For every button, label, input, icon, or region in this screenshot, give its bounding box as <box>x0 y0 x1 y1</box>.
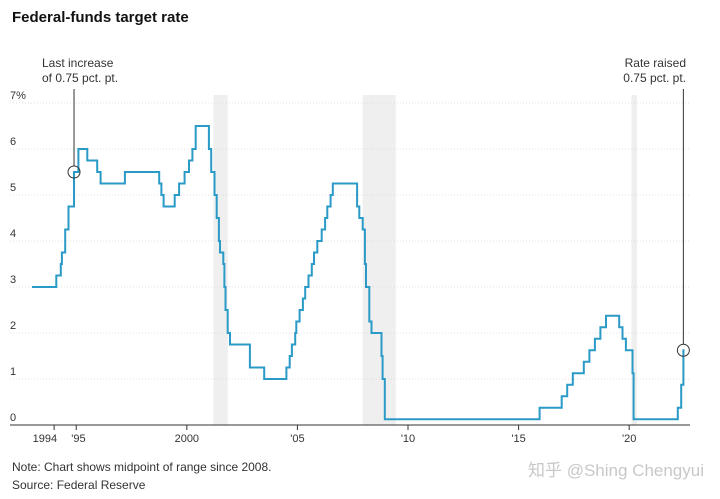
x-tick-label-2010: '10 <box>401 433 415 445</box>
annotation-0-line-0: Last increase <box>42 56 114 70</box>
grid-lines <box>10 102 690 426</box>
y-tick-label-4: 4 <box>10 228 16 240</box>
y-tick-label-0: 0 <box>10 412 16 424</box>
chart-note: Note: Chart shows midpoint of range sinc… <box>12 460 272 474</box>
x-tick-label-2005: '05 <box>290 433 304 445</box>
recession-band-1 <box>362 95 396 425</box>
watermark: 知乎 @Shing Chengyui <box>527 461 704 480</box>
y-tick-label-5: 5 <box>10 182 16 194</box>
y-tick-label-2: 2 <box>10 320 16 332</box>
y-tick-label-3: 3 <box>10 274 16 286</box>
chart-source: Source: Federal Reserve <box>12 478 146 492</box>
y-tick-label-6: 6 <box>10 136 16 148</box>
x-tick-label-2020: '20 <box>622 433 636 445</box>
recession-band-2 <box>631 95 637 425</box>
series-line <box>32 125 685 421</box>
annotation-0-line-1: of 0.75 pct. pt. <box>42 71 118 85</box>
annotation-1-line-1: 0.75 pct. pt. <box>623 71 686 85</box>
rate-line <box>32 125 685 421</box>
annotation-1-marker <box>676 343 690 357</box>
chart-title: Federal-funds target rate <box>12 9 189 26</box>
recession-shading <box>213 95 637 425</box>
x-axis-labels: 1994 '95 2000 '05 '10 '15 '20 <box>33 425 636 445</box>
y-tick-label-7: 7% <box>10 90 26 102</box>
y-axis-labels: 7% 6 5 4 3 2 1 0 <box>10 90 26 424</box>
y-tick-label-1: 1 <box>10 366 16 378</box>
annotation-0-marker <box>67 165 81 179</box>
x-tick-label-2015: '15 <box>511 433 525 445</box>
x-tick-label-2000: 2000 <box>175 433 199 445</box>
annotation-1-line-0: Rate raised <box>625 56 686 70</box>
x-tick-label-1995: '95 <box>71 433 85 445</box>
recession-band-0 <box>213 95 228 425</box>
x-tick-label-1994: 1994 <box>33 433 57 445</box>
